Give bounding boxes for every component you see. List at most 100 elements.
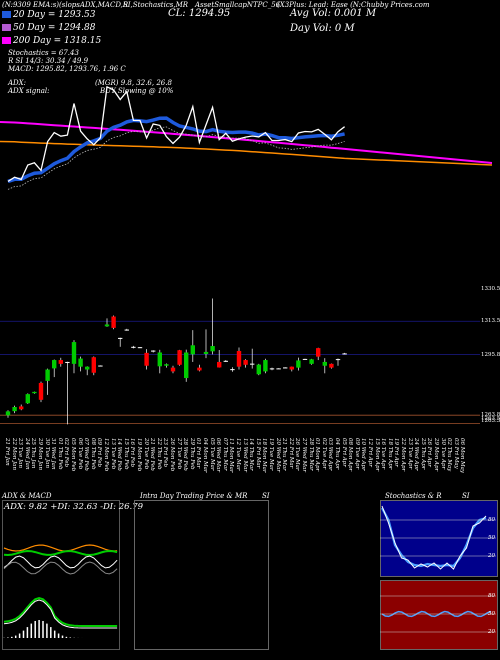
ma50-readout: 50 Day = 1294.88 xyxy=(2,23,95,33)
candle-body xyxy=(45,369,50,381)
signal-line xyxy=(7,126,345,190)
candle-body xyxy=(5,411,11,416)
ma50-text: 50 Day = 1294.88 xyxy=(13,23,96,33)
level-label: 50 xyxy=(488,535,495,541)
price-axis-label: 1330.50 xyxy=(481,286,500,293)
candle xyxy=(170,365,176,374)
intraday-panel-si: SI xyxy=(262,492,270,500)
close-line xyxy=(7,85,345,182)
candle xyxy=(118,337,123,347)
stoch-panel-title: Stochastics & R xyxy=(385,492,442,500)
adx-signal-value: BUY Slowing @ 10% xyxy=(100,87,174,95)
candle xyxy=(45,368,50,395)
candle-body xyxy=(269,368,275,370)
candle xyxy=(296,357,301,371)
candle-body xyxy=(203,351,209,354)
candle-body xyxy=(197,367,202,371)
candle xyxy=(217,350,222,368)
ma20-line xyxy=(7,116,345,184)
candle xyxy=(98,365,103,367)
candle-body xyxy=(104,324,110,327)
ma20-readout: 20 Day = 1293.53 xyxy=(2,10,95,20)
candle-body xyxy=(157,352,162,367)
level-label: 80 xyxy=(488,517,495,523)
candle-body xyxy=(276,368,281,370)
candle xyxy=(19,404,24,411)
header-slots: SI,Stochastics,MR xyxy=(123,1,189,9)
stochastics-panel xyxy=(380,500,498,577)
candle-body xyxy=(137,347,143,349)
rsi-readout: R SI 14/3: 30.34 / 49.9 xyxy=(8,57,89,65)
rsi-line xyxy=(381,610,492,618)
ma200-line xyxy=(0,121,493,164)
candle-body xyxy=(177,350,182,365)
price-axis-label: 1263.55 xyxy=(481,415,500,422)
candle xyxy=(144,349,149,370)
candle-body xyxy=(223,360,228,362)
candle-body xyxy=(217,361,222,368)
candle xyxy=(52,359,57,378)
moving-average-lines xyxy=(0,85,493,190)
close-price: CL: 1294.95 xyxy=(168,8,231,19)
adx-panel-readout: ADX: 9.82 +DI: 32.63 -DI: 26.79 xyxy=(4,502,144,512)
adx-lines xyxy=(3,544,118,575)
ma50-swatch xyxy=(2,24,11,31)
candle xyxy=(190,330,195,362)
candle-body xyxy=(170,367,176,372)
candle xyxy=(302,358,308,360)
candle-body xyxy=(144,352,149,366)
candle xyxy=(230,367,235,372)
candle-body xyxy=(322,361,327,366)
stoch-panel-si: SI xyxy=(462,492,470,500)
candle xyxy=(5,410,11,418)
adx-line xyxy=(3,544,118,552)
candle xyxy=(124,328,129,331)
price-axis-label: 1313.50 xyxy=(481,318,500,325)
header-ticker: AssetSmallcapNTPC_56 xyxy=(195,1,281,9)
price-chart xyxy=(0,85,493,425)
candle xyxy=(157,349,162,374)
ma50-line xyxy=(0,140,493,166)
candlesticks xyxy=(5,298,347,425)
ma200-swatch xyxy=(2,37,11,44)
candle-body xyxy=(32,391,37,394)
ma200-readout: 200 Day = 1318.15 xyxy=(2,36,101,46)
ma20-text: 20 Day = 1293.53 xyxy=(13,10,96,20)
candle xyxy=(131,345,136,349)
adx-label: ADX: xyxy=(8,79,27,87)
macd-line xyxy=(3,596,118,627)
stochastics-lines xyxy=(380,505,496,570)
candle-body xyxy=(316,348,321,357)
adx-signal-label: ADX signal: xyxy=(8,87,50,95)
candle-body xyxy=(25,394,30,404)
adx-macd-panel xyxy=(2,500,120,650)
macd-lines xyxy=(3,596,118,638)
level-label: 80 xyxy=(488,593,495,599)
candle xyxy=(137,346,143,349)
candle xyxy=(263,358,268,374)
candle xyxy=(65,361,70,425)
adx-values: (MGR) 9.8, 32.6, 26.8 xyxy=(95,79,172,87)
candle xyxy=(329,363,334,369)
level-label: 20 xyxy=(488,629,495,635)
candle xyxy=(71,340,77,374)
candle xyxy=(177,349,182,366)
candle-body xyxy=(98,365,103,367)
candle xyxy=(210,298,215,355)
candle xyxy=(256,363,261,376)
macd-readout: MACD: 1295.82, 1293.76, 1.96 C xyxy=(8,65,126,73)
candle-body xyxy=(230,369,235,371)
candle xyxy=(236,347,242,370)
ma200-text: 200 Day = 1318.15 xyxy=(13,36,102,46)
candle-body xyxy=(131,346,136,348)
day-volume: Day Vol: 0 M xyxy=(290,23,355,34)
candle-body xyxy=(302,358,308,360)
candle-body xyxy=(65,361,70,363)
candle-body xyxy=(243,360,248,365)
candle xyxy=(223,360,228,362)
candle-body xyxy=(236,350,242,367)
candle xyxy=(289,366,294,372)
candle xyxy=(309,358,314,365)
candle-body xyxy=(58,360,63,364)
